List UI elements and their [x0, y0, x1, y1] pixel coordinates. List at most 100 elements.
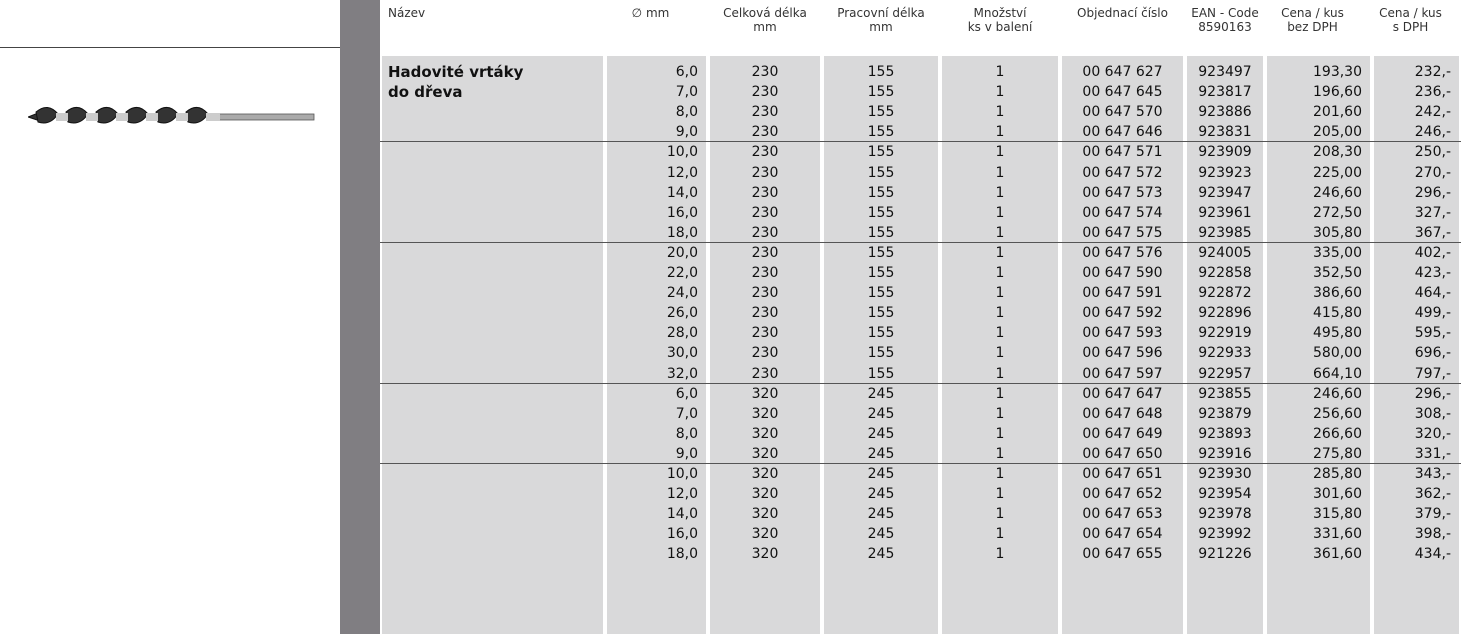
- cell: 32,0: [666, 365, 698, 382]
- cell: 923985: [1198, 224, 1252, 241]
- cell: 14,0: [666, 506, 698, 523]
- cell: 246,60: [1313, 184, 1362, 201]
- cell: 236,-: [1414, 84, 1451, 101]
- column-bg: [1374, 56, 1459, 634]
- cell: 22,0: [666, 265, 698, 281]
- cell: 6,0: [675, 64, 698, 80]
- cell: 230: [751, 164, 779, 181]
- cell: 924005: [1198, 244, 1252, 261]
- cell: 352,50: [1313, 265, 1362, 281]
- cell: 230: [751, 345, 779, 362]
- cell: 1: [995, 104, 1005, 121]
- cell: 18,0: [666, 546, 698, 563]
- cell: 00 647 571: [1082, 144, 1163, 161]
- cell: 1: [995, 445, 1005, 462]
- cell: 00 647 575: [1082, 224, 1163, 241]
- cell: 00 647 650: [1082, 445, 1163, 462]
- cell: 00 647 576: [1082, 244, 1163, 261]
- header-text: Název: [388, 6, 426, 20]
- cell: 155: [867, 184, 895, 201]
- cell: 320: [751, 486, 779, 503]
- cell: 12,0: [666, 164, 698, 181]
- cell: 00 647 645: [1082, 84, 1163, 101]
- cell: 16,0: [666, 204, 698, 221]
- cell: 1: [995, 506, 1005, 523]
- cell: 495,80: [1313, 325, 1362, 342]
- cell: 00 647 574: [1082, 204, 1163, 221]
- cell: 367,-: [1414, 224, 1451, 241]
- cell: 797,-: [1414, 365, 1451, 382]
- cell: 00 647 648: [1082, 405, 1163, 422]
- cell: 1: [995, 405, 1005, 422]
- cell: 245: [867, 526, 895, 543]
- cell: 230: [751, 124, 779, 141]
- cell: 272,50: [1313, 204, 1362, 221]
- cell: 16,0: [666, 526, 698, 543]
- header-text: 8590163: [1198, 20, 1252, 34]
- cell: 922957: [1198, 365, 1252, 382]
- cell: 155: [867, 144, 895, 161]
- cell: 1: [995, 84, 1005, 101]
- cell: 230: [751, 64, 779, 80]
- cell: 250,-: [1414, 144, 1451, 161]
- cell: 331,60: [1313, 526, 1362, 543]
- cell: 155: [867, 164, 895, 181]
- cell: 14,0: [666, 184, 698, 201]
- cell: 24,0: [666, 285, 698, 302]
- header-text: mm: [753, 20, 777, 34]
- cell: 7,0: [675, 405, 698, 422]
- cell: 331,-: [1414, 445, 1451, 462]
- cell: 923855: [1198, 385, 1252, 402]
- cell: 00 647 573: [1082, 184, 1163, 201]
- column-bg: [607, 56, 706, 634]
- header-text: mm: [869, 20, 893, 34]
- side-bar: [340, 0, 380, 634]
- drill-image: [28, 107, 315, 124]
- column-bg: [824, 56, 938, 634]
- cell: 20,0: [666, 244, 698, 261]
- cell: 923947: [1198, 184, 1252, 201]
- cell: 00 647 627: [1082, 64, 1163, 80]
- cell: 1: [995, 224, 1005, 241]
- cell: 921226: [1198, 546, 1252, 563]
- cell: 00 647 653: [1082, 506, 1163, 523]
- cell: 230: [751, 365, 779, 382]
- cell: 923978: [1198, 506, 1252, 523]
- cell: 230: [751, 104, 779, 121]
- cell: 00 647 593: [1082, 325, 1163, 342]
- cell: 402,-: [1414, 244, 1451, 261]
- cell: 923817: [1198, 84, 1252, 101]
- cell: 305,80: [1313, 224, 1362, 241]
- cell: 301,60: [1313, 486, 1362, 503]
- cell: 9,0: [675, 124, 698, 141]
- cell: 415,80: [1313, 305, 1362, 322]
- header-text: bez DPH: [1287, 20, 1338, 34]
- cell: 1: [995, 365, 1005, 382]
- cell: 00 647 570: [1082, 104, 1163, 121]
- cell: 00 647 572: [1082, 164, 1163, 181]
- cell: 155: [867, 224, 895, 241]
- cell: 270,-: [1414, 164, 1451, 181]
- cell: 320: [751, 506, 779, 523]
- cell: 1: [995, 285, 1005, 302]
- cell: 26,0: [666, 305, 698, 322]
- cell: 12,0: [666, 486, 698, 503]
- cell: 155: [867, 345, 895, 362]
- cell: 242,-: [1414, 104, 1451, 121]
- product-name: Hadovité vrtáky: [388, 63, 524, 81]
- cell: 1: [995, 305, 1005, 322]
- cell: 434,-: [1414, 546, 1451, 563]
- cell: 00 647 647: [1082, 385, 1163, 402]
- cell: 00 647 651: [1082, 466, 1163, 482]
- cell: 00 647 649: [1082, 425, 1163, 442]
- cell: 398,-: [1414, 526, 1451, 543]
- cell: 245: [867, 445, 895, 462]
- cell: 6,0: [675, 385, 698, 402]
- cell: 9,0: [675, 445, 698, 462]
- cell: 696,-: [1414, 345, 1451, 362]
- cell: 320: [751, 466, 779, 482]
- cell: 155: [867, 204, 895, 221]
- cell: 923831: [1198, 124, 1252, 141]
- cell: 00 647 654: [1082, 526, 1163, 543]
- cell: 379,-: [1414, 506, 1451, 523]
